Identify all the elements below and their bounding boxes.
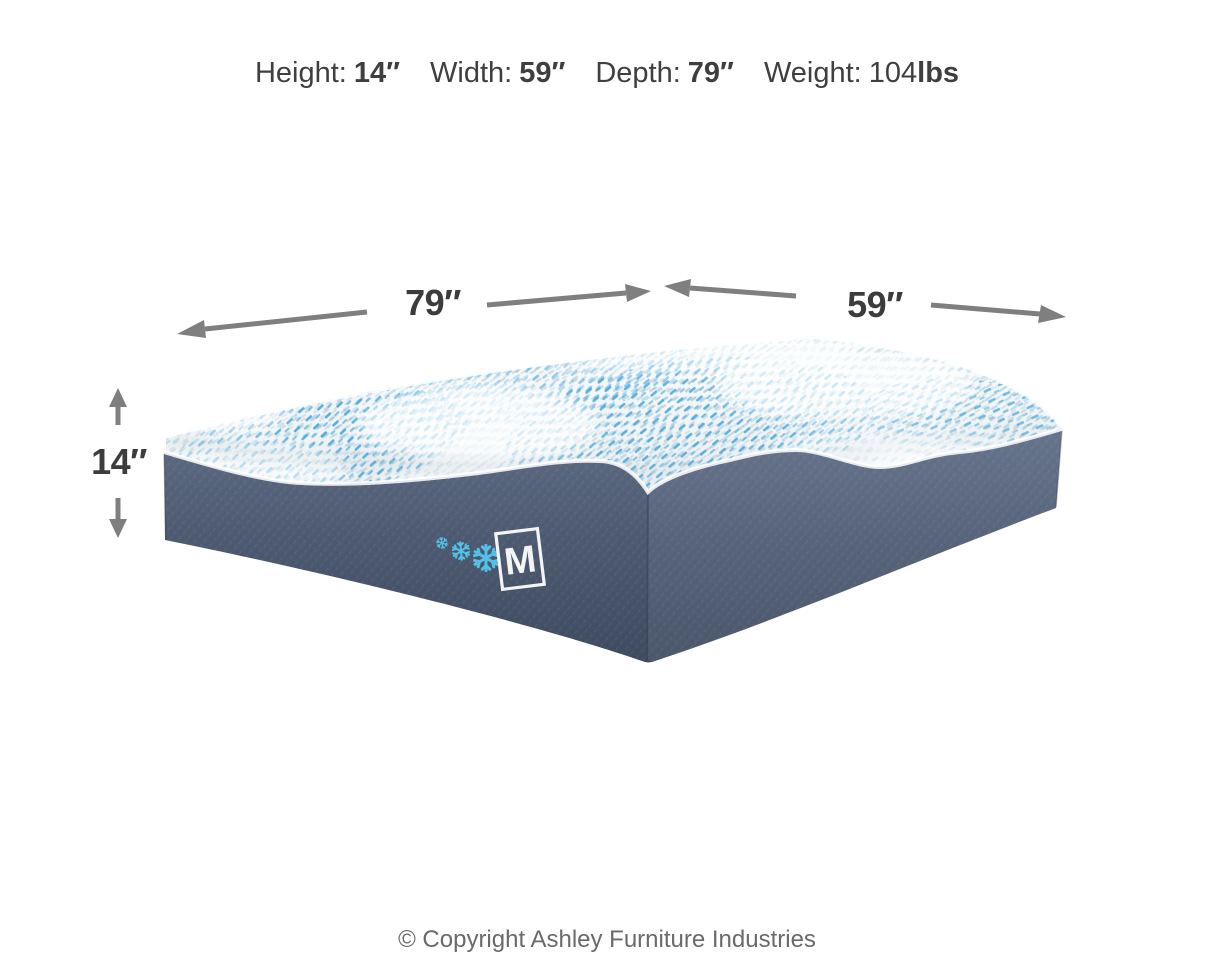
mattress-base xyxy=(163,429,1063,663)
height-arrow-up xyxy=(109,388,127,425)
height-label: 14″ xyxy=(91,441,147,482)
dimensions-summary: Height: 14″ Width: 59″ Depth: 79″ Weight: 10… xyxy=(0,56,1214,90)
width-arrow-left xyxy=(664,279,797,299)
width-value-text: 59″ xyxy=(519,57,566,89)
dimension-width: Width: 59″ xyxy=(430,56,565,90)
height-label-text: Height: xyxy=(254,57,347,89)
left-corner-seam xyxy=(163,452,167,540)
depth-value-text: 79″ xyxy=(687,57,734,89)
right-corner-seam xyxy=(1055,429,1063,508)
height-value-text: 14″ xyxy=(353,57,400,89)
weight-value-text: 104 xyxy=(868,57,918,89)
depth-label-text: Depth: xyxy=(595,57,681,89)
dimension-weight: Weight: 104lbs xyxy=(764,56,959,90)
copyright-notice: © Copyright Ashley Furniture Industries xyxy=(398,926,816,953)
width-label-text: Width: xyxy=(430,57,513,89)
front-corner-seam xyxy=(646,492,649,661)
dimension-depth: Depth: 79″ xyxy=(595,56,734,90)
depth-arrow-left xyxy=(177,309,368,338)
width-arrow-right xyxy=(930,302,1066,323)
brand-monogram: M xyxy=(502,538,539,584)
weight-label-text: Weight: xyxy=(763,57,862,89)
weight-unit-text: lbs xyxy=(917,57,960,89)
dimension-height: Height: 14″ xyxy=(255,56,400,90)
base-right-face-highlight xyxy=(648,429,1062,661)
width-label: 59″ xyxy=(847,284,903,325)
dimension-arrows xyxy=(109,279,1066,538)
monogram-frame xyxy=(493,526,547,592)
depth-label: 79″ xyxy=(405,282,461,323)
brand-logo: M xyxy=(436,526,547,592)
height-arrow-down xyxy=(109,498,127,538)
depth-arrow-right xyxy=(486,284,651,308)
